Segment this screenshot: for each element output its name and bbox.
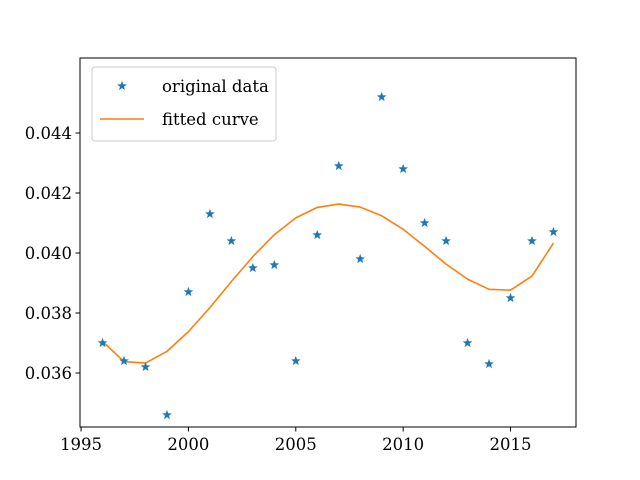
data-point-star (376, 91, 387, 102)
axis-layer: 1995 2000 2005 2010 2015 0.036 0.038 0.040 0.042… (25, 124, 532, 454)
data-point-star (462, 337, 473, 348)
data-point-star (140, 361, 151, 372)
x-tick-label: 2005 (275, 435, 317, 454)
data-point-star (527, 235, 537, 246)
data-point-star (97, 337, 108, 348)
y-tick-label: 0.044 (25, 124, 72, 143)
x-tick-label: 2015 (490, 435, 532, 454)
legend-label: fitted curve (162, 110, 259, 129)
data-point-star (355, 253, 366, 264)
x-tick-label: 1995 (60, 435, 102, 454)
legend-star-icon (117, 80, 127, 91)
y-tick-label: 0.036 (25, 364, 72, 383)
y-tick-label: 0.038 (25, 304, 72, 323)
y-tick-label: 0.040 (25, 244, 72, 263)
data-point-star (247, 262, 258, 273)
data-point-star (505, 292, 516, 303)
data-point-star (290, 355, 301, 366)
data-point-star (269, 259, 280, 270)
data-point-star (312, 229, 323, 240)
data-point-star (398, 163, 409, 174)
fitted-curve-line (102, 203, 555, 364)
data-point-star (204, 208, 215, 219)
series-layer (97, 91, 559, 420)
data-point-star (162, 409, 172, 420)
x-tick-label: 2000 (167, 435, 209, 454)
legend-box (91, 66, 277, 142)
x-tick-label: 2010 (382, 435, 424, 454)
legend: original data fitted curve (91, 66, 277, 142)
legend-label: original data (162, 77, 269, 96)
plot-frame (79, 57, 577, 428)
data-point-star (119, 355, 129, 366)
data-point-star (441, 235, 452, 246)
data-point-star (419, 217, 430, 228)
data-point-star (226, 235, 237, 246)
data-point-star (183, 286, 194, 297)
data-point-star (548, 226, 559, 237)
data-point-star (333, 160, 344, 171)
data-point-star (484, 358, 494, 369)
y-tick-label: 0.042 (25, 184, 72, 203)
